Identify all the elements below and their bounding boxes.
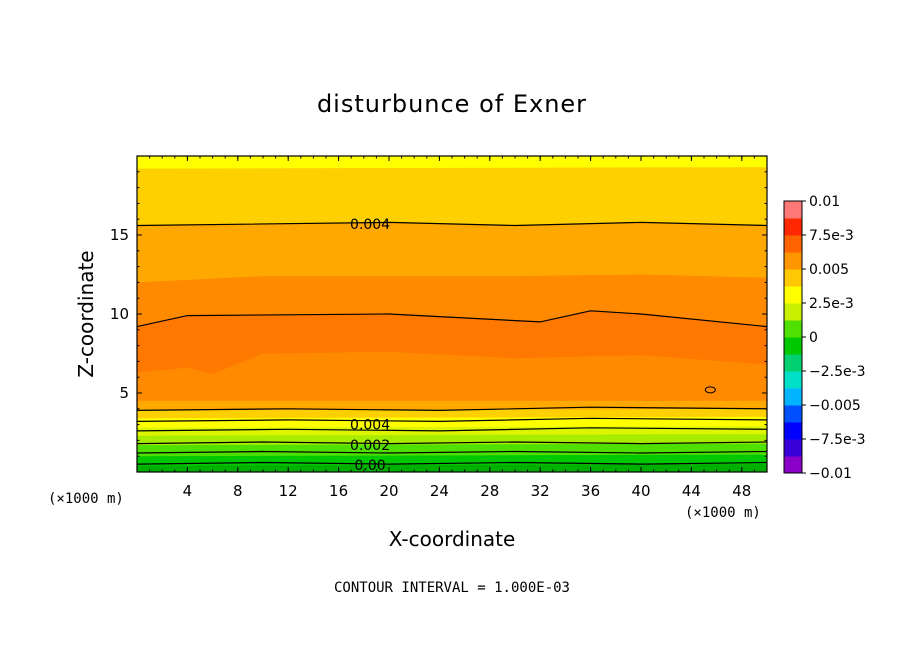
x-tick-label: 44 xyxy=(682,482,701,500)
colorbar-label: 2.5e-3 xyxy=(809,296,854,312)
x-tick-label: 40 xyxy=(631,482,650,500)
colorbar-segment xyxy=(784,439,802,457)
x-tick-label: 28 xyxy=(480,482,499,500)
contour-line-2 xyxy=(137,441,767,445)
colorbar-segment xyxy=(784,405,802,423)
contour-line-0 xyxy=(137,461,767,465)
contour-label-3: 0.00 xyxy=(355,458,386,474)
colorbar-segment xyxy=(784,456,802,474)
colorbar-label: 0 xyxy=(809,330,818,346)
colorbar-segment xyxy=(784,388,802,406)
x-tick-label: 12 xyxy=(279,482,298,500)
contour-line-7 xyxy=(137,221,767,227)
colorbar-segment xyxy=(784,337,802,355)
colorbar-segment xyxy=(784,354,802,372)
colorbar-segment xyxy=(784,371,802,389)
colorbar-segment xyxy=(784,320,802,338)
x-tick-label: 48 xyxy=(732,482,751,500)
x-tick-label: 20 xyxy=(379,482,398,500)
contour-label-2: 0.002 xyxy=(350,438,390,454)
filled-contours: 0.004 0.004 0.002 0.00 xyxy=(137,156,767,474)
colorbar-segment xyxy=(784,218,802,236)
colorbar-label: −2.5e-3 xyxy=(809,364,866,380)
chart-title: disturbunce of Exner xyxy=(317,90,587,118)
x-tick-label: 8 xyxy=(233,482,243,500)
contour-label-0: 0.004 xyxy=(350,217,390,233)
colorbar-segment xyxy=(784,235,802,253)
y-tick-label: 15 xyxy=(110,226,129,244)
contour-interval-note: CONTOUR INTERVAL = 1.000E-03 xyxy=(334,580,570,596)
contour-closed-loop xyxy=(704,386,716,394)
colorbar-segment xyxy=(784,303,802,321)
x-tick-label: 36 xyxy=(581,482,600,500)
colorbar-label: −0.01 xyxy=(809,466,852,482)
x-tick-label: 16 xyxy=(329,482,348,500)
colorbar-label: 0.005 xyxy=(809,262,849,278)
colorbar-segment xyxy=(784,252,802,270)
y-axis-title: Z-coordinate xyxy=(74,250,98,377)
contour-line-1 xyxy=(137,450,767,454)
contour-label-1: 0.004 xyxy=(350,418,390,434)
contour-line-6 xyxy=(137,310,767,328)
x-units-right: (×1000 m) xyxy=(685,505,761,521)
x-tick-label: 24 xyxy=(430,482,449,500)
x-units-left: (×1000 m) xyxy=(48,491,124,507)
y-tick-label: 10 xyxy=(110,305,129,323)
x-tick-label: 32 xyxy=(531,482,550,500)
colorbar-segment xyxy=(784,422,802,440)
colorbar-label: −7.5e-3 xyxy=(809,432,866,448)
colorbar-label: −0.005 xyxy=(809,398,861,414)
x-tick-label: 4 xyxy=(183,482,193,500)
contour-line-3 xyxy=(137,427,767,432)
colorbar-segment xyxy=(784,201,802,219)
contour-line-4 xyxy=(137,417,767,423)
colorbar-segment xyxy=(784,286,802,304)
x-axis-title: X-coordinate xyxy=(389,527,516,551)
colorbar-label: 0.01 xyxy=(809,194,840,210)
band-11 xyxy=(137,156,767,226)
colorbar-segment xyxy=(784,269,802,287)
colorbar-label: 7.5e-3 xyxy=(809,228,854,244)
y-tick-label: 5 xyxy=(119,384,129,402)
colorbar: 0.01 7.5e-3 0.005 2.5e-3 0 −2.5e-3 −0.005 −7.5e… xyxy=(783,194,866,482)
contour-line-5 xyxy=(137,406,767,412)
band-12 xyxy=(137,156,767,169)
